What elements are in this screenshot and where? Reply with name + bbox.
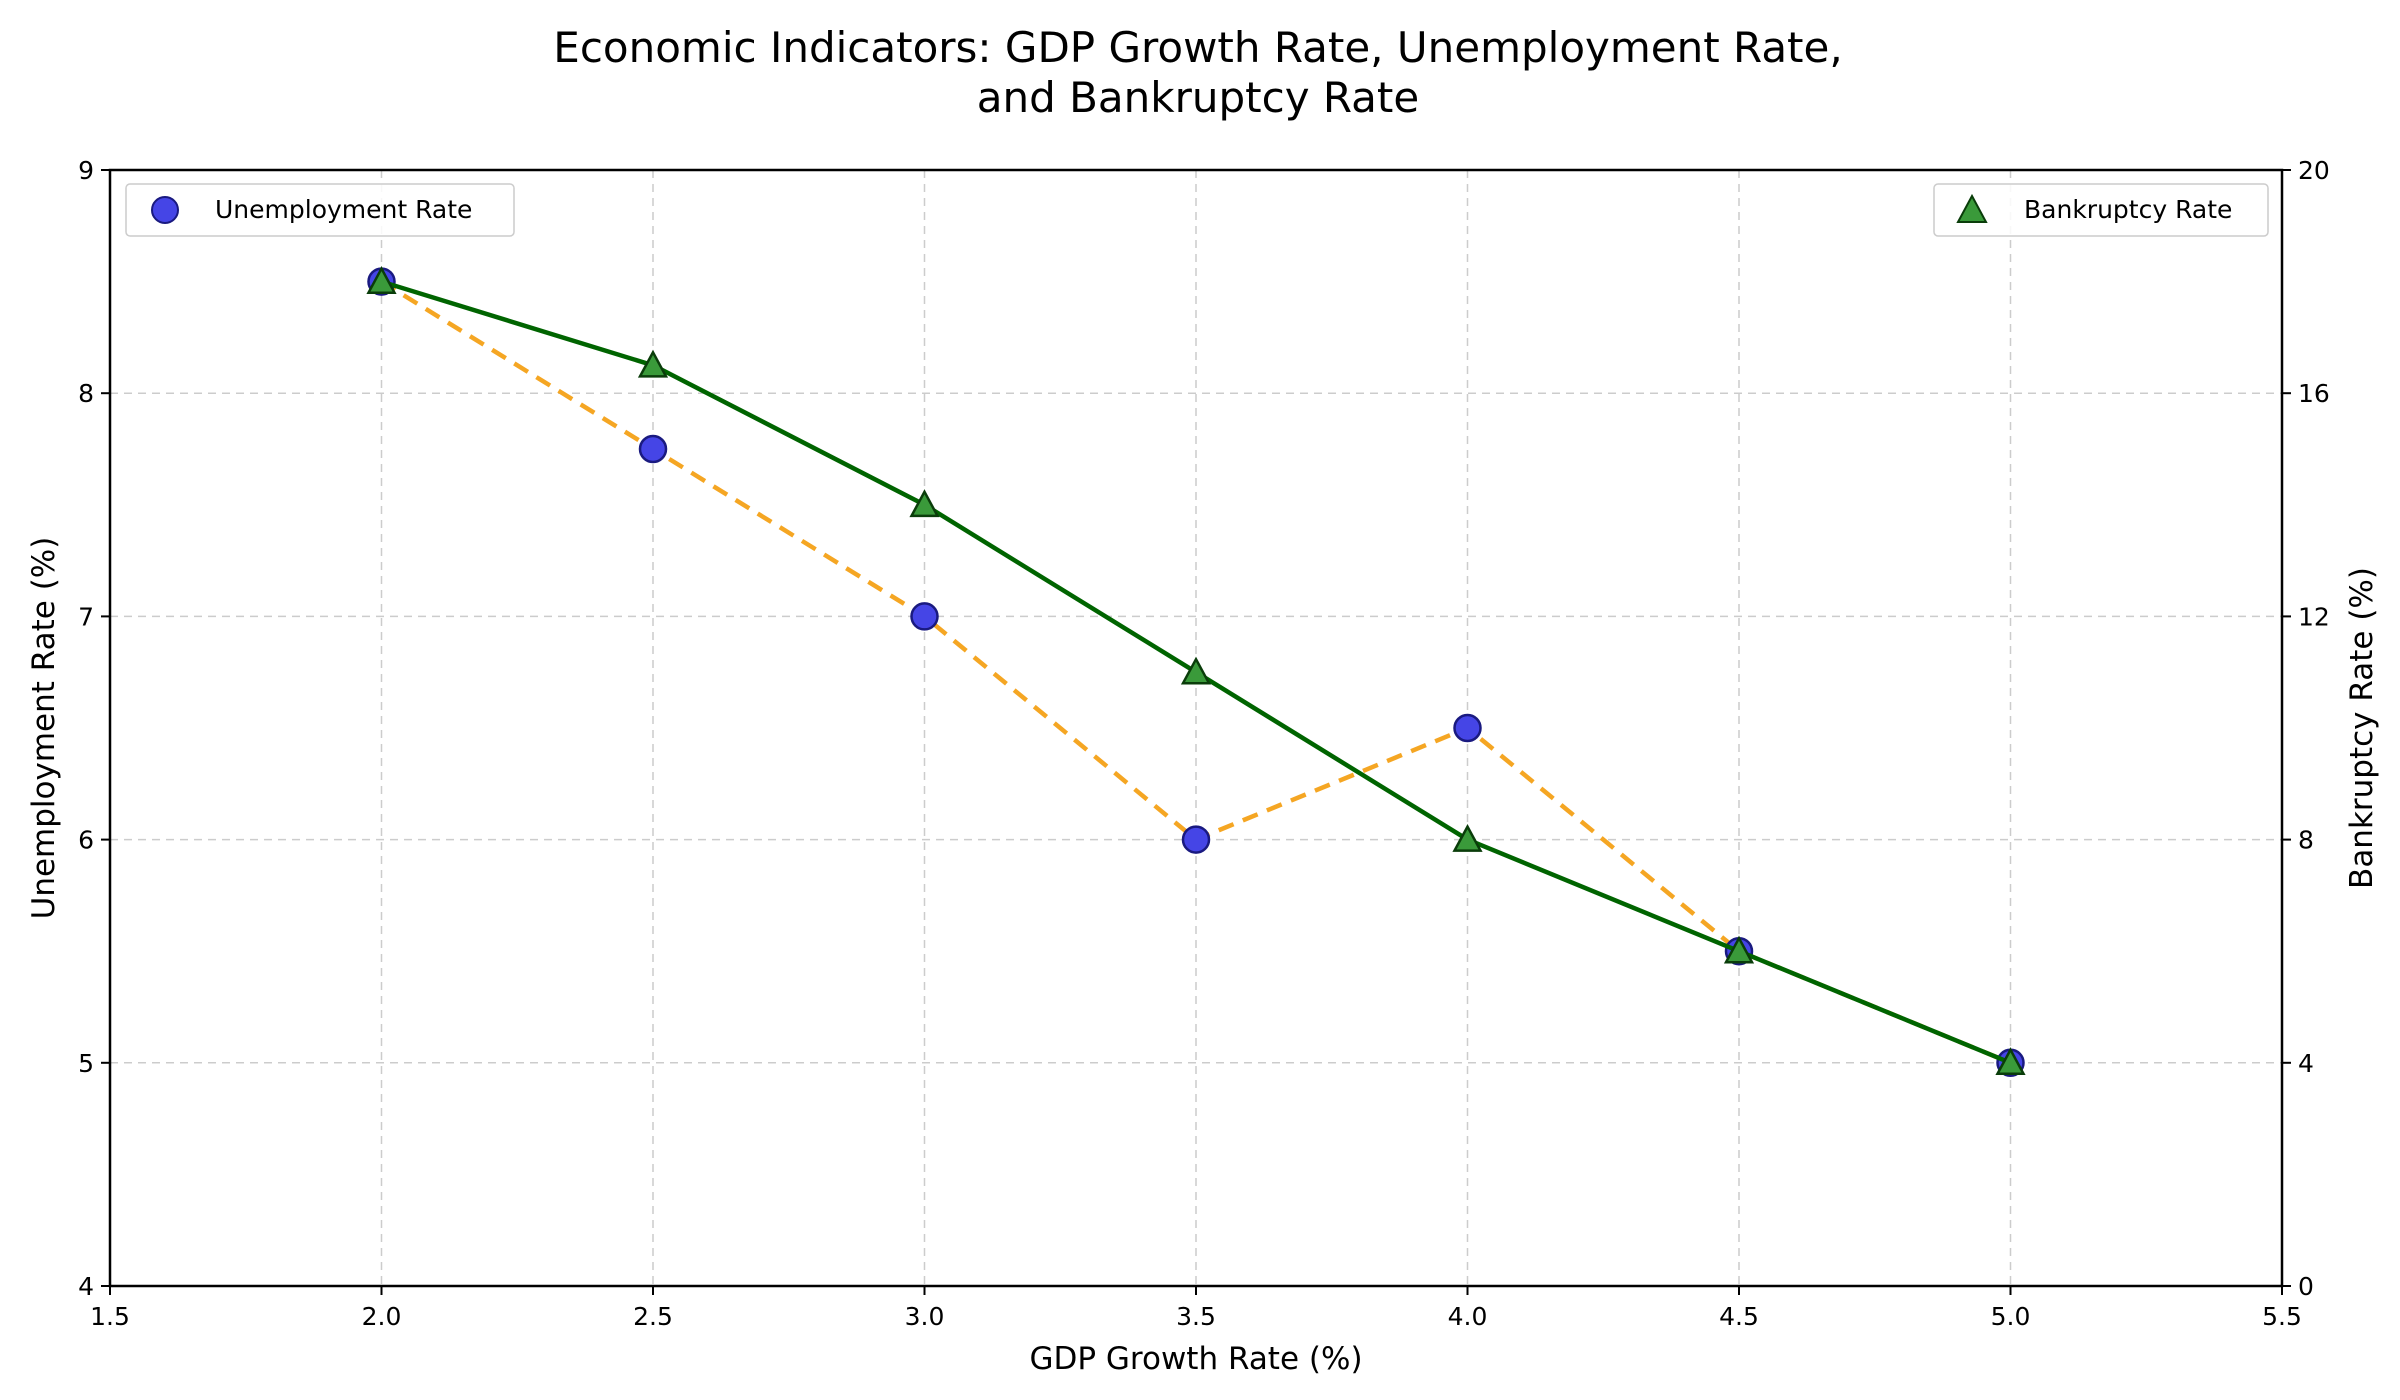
- legend-unemployment: Unemployment Rate: [125, 183, 515, 237]
- data-point: [366, 265, 397, 294]
- series-layer: [366, 265, 2026, 1078]
- legend-bankruptcy: Bankruptcy Rate: [1933, 183, 2269, 237]
- data-point: [638, 434, 668, 464]
- y-axis-ticks: 4 5 6 7 8 9: [78, 156, 110, 1301]
- x-tick-label: 2.5: [633, 1302, 673, 1331]
- x-tick-label: 3.5: [1176, 1302, 1216, 1331]
- y2-tick-label: 8: [2298, 826, 2314, 855]
- y2-tick-label: 4: [2298, 1049, 2314, 1078]
- y2-axis-label: Bankruptcy Rate (%): [2344, 567, 2380, 889]
- legend-bankruptcy-box: [1933, 183, 2269, 237]
- y-tick-label: 9: [78, 156, 94, 185]
- data-point: [1181, 825, 1211, 854]
- y-tick-label: 7: [78, 602, 94, 631]
- chart-title-line2: and Bankruptcy Rate: [977, 73, 1419, 122]
- data-point: [1452, 823, 1483, 852]
- chart-title: Economic Indicators: GDP Growth Rate, Un…: [553, 23, 1842, 72]
- data-point: [1180, 656, 1212, 685]
- legend-bankruptcy-marker: [1956, 193, 1988, 223]
- data-point: [1723, 935, 1755, 964]
- x-tick-label: 5.5: [2262, 1302, 2302, 1331]
- legend-bankruptcy-label: Bankruptcy Rate: [2024, 195, 2232, 224]
- legend-unemployment-marker: [151, 196, 179, 224]
- data-point: [637, 349, 669, 378]
- x-tick-label: 4.5: [1719, 1302, 1759, 1331]
- data-point: [909, 489, 940, 518]
- x-tick-label: 5.0: [1991, 1302, 2031, 1331]
- x-tick-label: 4.0: [1448, 1302, 1488, 1331]
- legend-unemployment-label: Unemployment Rate: [215, 195, 472, 224]
- data-point: [1995, 1047, 2026, 1076]
- series-bankruptcy: [366, 265, 2026, 1076]
- legend-unemployment-box: [125, 183, 515, 237]
- y-tick-label: 5: [78, 1049, 94, 1078]
- x-tick-label: 1.5: [90, 1302, 130, 1331]
- y-tick-label: 8: [78, 379, 94, 408]
- y-axis-label: Unemployment Rate (%): [26, 537, 62, 920]
- plot-frame: [108, 168, 2284, 1288]
- x-axis-ticks: 1.5 2.0 2.5 3.0 3.5 4.0 4.5 5.0 5.5: [90, 1286, 2302, 1331]
- data-point: [1453, 713, 1482, 743]
- y2-axis-ticks: 0 4 8 12 16 20: [2282, 156, 2330, 1301]
- x-tick-label: 2.0: [362, 1302, 402, 1331]
- y2-tick-label: 0: [2298, 1272, 2314, 1301]
- y2-tick-label: 16: [2298, 379, 2330, 408]
- data-point: [910, 602, 939, 631]
- x-axis-label: GDP Growth Rate (%): [1029, 1341, 1362, 1377]
- x-tick-label: 3.0: [905, 1302, 945, 1331]
- y-tick-label: 6: [78, 826, 94, 855]
- y-tick-label: 4: [78, 1272, 94, 1301]
- y2-tick-label: 20: [2298, 156, 2330, 185]
- y2-tick-label: 12: [2298, 602, 2330, 631]
